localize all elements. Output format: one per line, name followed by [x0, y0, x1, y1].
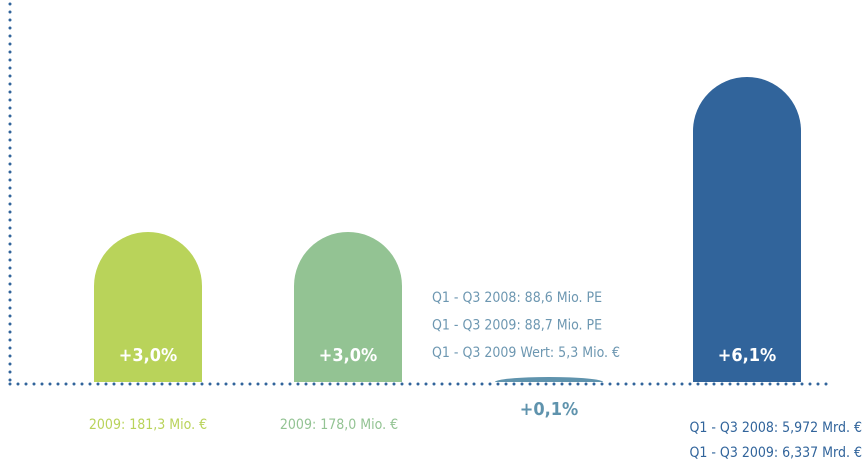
note: Q1 - Q3 2009: 6,337 Mrd. €	[689, 445, 862, 461]
value-label: +6,1%	[718, 345, 776, 366]
bar	[495, 377, 603, 382]
note: Q1 - Q3 2009: 88,7 Mio. PE	[432, 318, 602, 334]
value-label: +3,0%	[319, 345, 377, 366]
value-label: +3,0%	[119, 345, 177, 366]
note: Q1 - Q3 2008: 5,972 Mrd. €	[689, 420, 862, 436]
note: 2009: 181,3 Mio. €	[89, 417, 207, 433]
value-label: +0,1%	[520, 399, 578, 420]
note: Q1 - Q3 2008: 88,6 Mio. PE	[432, 290, 602, 306]
bar	[294, 232, 402, 382]
bar	[94, 232, 202, 382]
bar	[693, 77, 801, 382]
note: 2009: 178,0 Mio. €	[280, 417, 398, 433]
note: Q1 - Q3 2009 Wert: 5,3 Mio. €	[432, 345, 620, 361]
